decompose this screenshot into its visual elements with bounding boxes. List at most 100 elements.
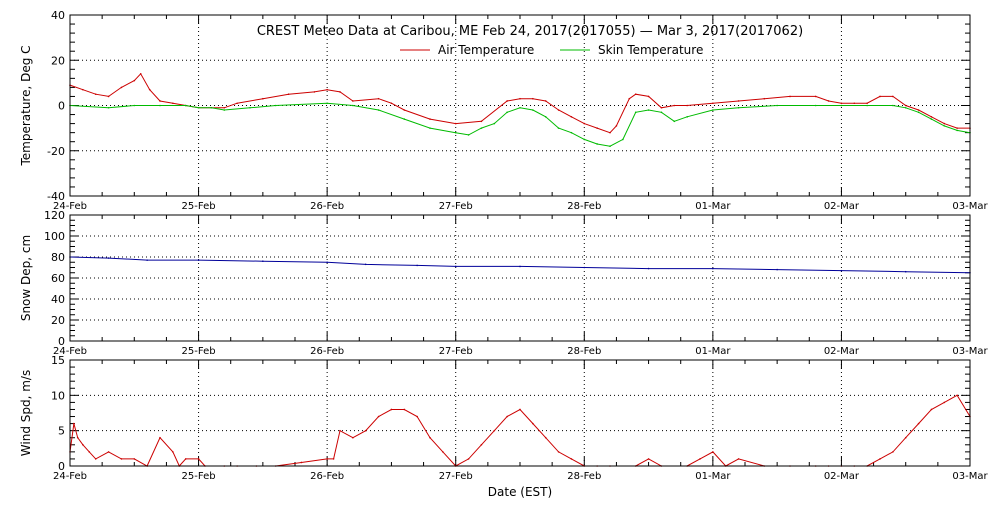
- air-temperature-line: [69, 72, 970, 134]
- wind-spd-m-s-point: [326, 458, 328, 460]
- air-temperature-point: [172, 102, 174, 105]
- air-temperature-point: [712, 102, 714, 105]
- plot-frame: [69, 214, 971, 342]
- wind-spd-m-s-point: [737, 458, 740, 460]
- air-temperature-point: [454, 122, 457, 125]
- wind-spd-m-s-point: [930, 408, 933, 411]
- skin-temperature-point: [480, 127, 483, 129]
- air-temperature-point: [107, 95, 110, 98]
- wind-spd-m-s-point: [332, 458, 335, 460]
- y-tick-label: 20: [51, 54, 65, 67]
- skin-temperature-point: [943, 125, 946, 127]
- wind-spd-m-s-point: [467, 458, 470, 460]
- skin-temperature-point: [622, 138, 624, 141]
- plot-frame: [69, 359, 971, 467]
- y-tick-label: 40: [51, 293, 65, 306]
- x-tick-label: 02-Mar: [824, 346, 860, 357]
- skin-temperature-point: [930, 118, 933, 120]
- skin-temperature-point: [660, 111, 663, 114]
- skin-temperature-point: [326, 102, 328, 105]
- air-temperature-point: [236, 102, 238, 105]
- x-tick-label: 26-Feb: [310, 471, 344, 482]
- air-temperature-point: [866, 102, 868, 105]
- x-tick-label: 02-Mar: [824, 201, 860, 212]
- wind-spd-m-s-point: [699, 458, 701, 460]
- x-tick-label: 26-Feb: [310, 346, 344, 357]
- air-temperature-point: [673, 104, 676, 107]
- skin-temperature-point: [210, 106, 213, 109]
- skin-temperature-point: [493, 122, 496, 125]
- x-tick-label: 03-Mar: [952, 201, 988, 212]
- y-tick-label: -40: [47, 190, 65, 203]
- y-tick-label: 20: [51, 314, 65, 327]
- air-temperature-point: [789, 95, 791, 98]
- air-temperature-point: [403, 109, 406, 111]
- skin-temperature-point: [506, 111, 508, 114]
- air-temperature-point: [133, 79, 136, 82]
- air-temperature-point: [930, 116, 933, 118]
- skin-temperature-point: [892, 104, 894, 107]
- skin-temperature-point: [956, 129, 958, 132]
- air-temperature-point: [904, 104, 907, 107]
- air-temperature-point: [892, 95, 894, 98]
- wind-spd-m-s-point: [352, 436, 354, 439]
- air-temperature-point: [262, 97, 264, 100]
- y-tick-label: 15: [51, 354, 65, 367]
- air-temperature-point: [287, 93, 290, 95]
- wind-spd-m-s-point: [377, 415, 380, 418]
- snow-dep-cm-point: [647, 267, 650, 270]
- air-temperature-point: [532, 97, 534, 100]
- air-temperature-point: [82, 88, 84, 91]
- snow-dep-cm-point: [107, 257, 110, 259]
- wind-spd-m-s-axis-label: Wind Spd, m/s: [19, 370, 33, 456]
- wind-spd-m-s-point: [390, 408, 393, 411]
- skin-temperature-point: [712, 109, 714, 111]
- x-tick-label: 01-Mar: [695, 201, 731, 212]
- skin-temperature-point: [429, 127, 431, 129]
- skin-temperature-point: [454, 131, 457, 134]
- wind-spd-m-s-point: [133, 458, 136, 460]
- wind-spd-m-s-point: [197, 458, 200, 460]
- x-tick-label: 26-Feb: [310, 201, 344, 212]
- air-temperature-point: [139, 73, 142, 75]
- wind-spd-m-s-point: [879, 458, 881, 460]
- wind-spd-m-s-point: [892, 451, 894, 453]
- skin-temperature-point: [159, 104, 161, 107]
- wind-spd-m-s-point: [532, 422, 534, 425]
- wind-spd-m-s-point: [107, 451, 110, 453]
- skin-temperature-point: [583, 138, 586, 141]
- wind-spd-m-s-point: [480, 444, 483, 446]
- x-tick-label: 28-Feb: [567, 471, 601, 482]
- x-tick-label: 28-Feb: [567, 346, 601, 357]
- air-temperature-point: [737, 100, 740, 102]
- skin-temperature-point: [184, 104, 187, 107]
- y-tick-label: 0: [58, 460, 65, 473]
- snow-dep-cm-line: [69, 256, 971, 274]
- wind-spd-m-s-point: [339, 429, 341, 432]
- air-temperature-point: [917, 109, 920, 111]
- skin-temperature-point: [673, 120, 676, 123]
- wind-spd-m-s-point: [73, 422, 75, 425]
- snow-dep-cm-point: [146, 259, 148, 261]
- x-axis-label: Date (EST): [488, 485, 552, 499]
- air-temperature-point: [544, 100, 547, 102]
- snow-dep-cm-point: [712, 267, 714, 270]
- wind-spd-m-s-point: [943, 401, 946, 404]
- x-tick-label: 27-Feb: [439, 471, 473, 482]
- skin-temperature-point: [596, 143, 598, 145]
- y-tick-label: 40: [51, 9, 65, 22]
- skin-temperature-point: [544, 116, 547, 118]
- skin-temperature-point: [686, 116, 688, 118]
- wind-spd-m-s-point: [956, 394, 958, 397]
- air-temperature-point: [390, 102, 393, 105]
- x-tick-label: 28-Feb: [567, 201, 601, 212]
- skin-temperature-point: [107, 106, 110, 109]
- air-temperature-point: [634, 93, 637, 95]
- snow-dep-cm-point: [416, 264, 418, 267]
- air-temperature-point: [223, 106, 226, 109]
- x-tick-label: 27-Feb: [439, 346, 473, 357]
- air-temperature-point: [429, 118, 431, 120]
- air-temperature-point: [352, 100, 354, 102]
- skin-temperature-point: [737, 106, 740, 109]
- wind-spd-m-s-point: [403, 408, 406, 411]
